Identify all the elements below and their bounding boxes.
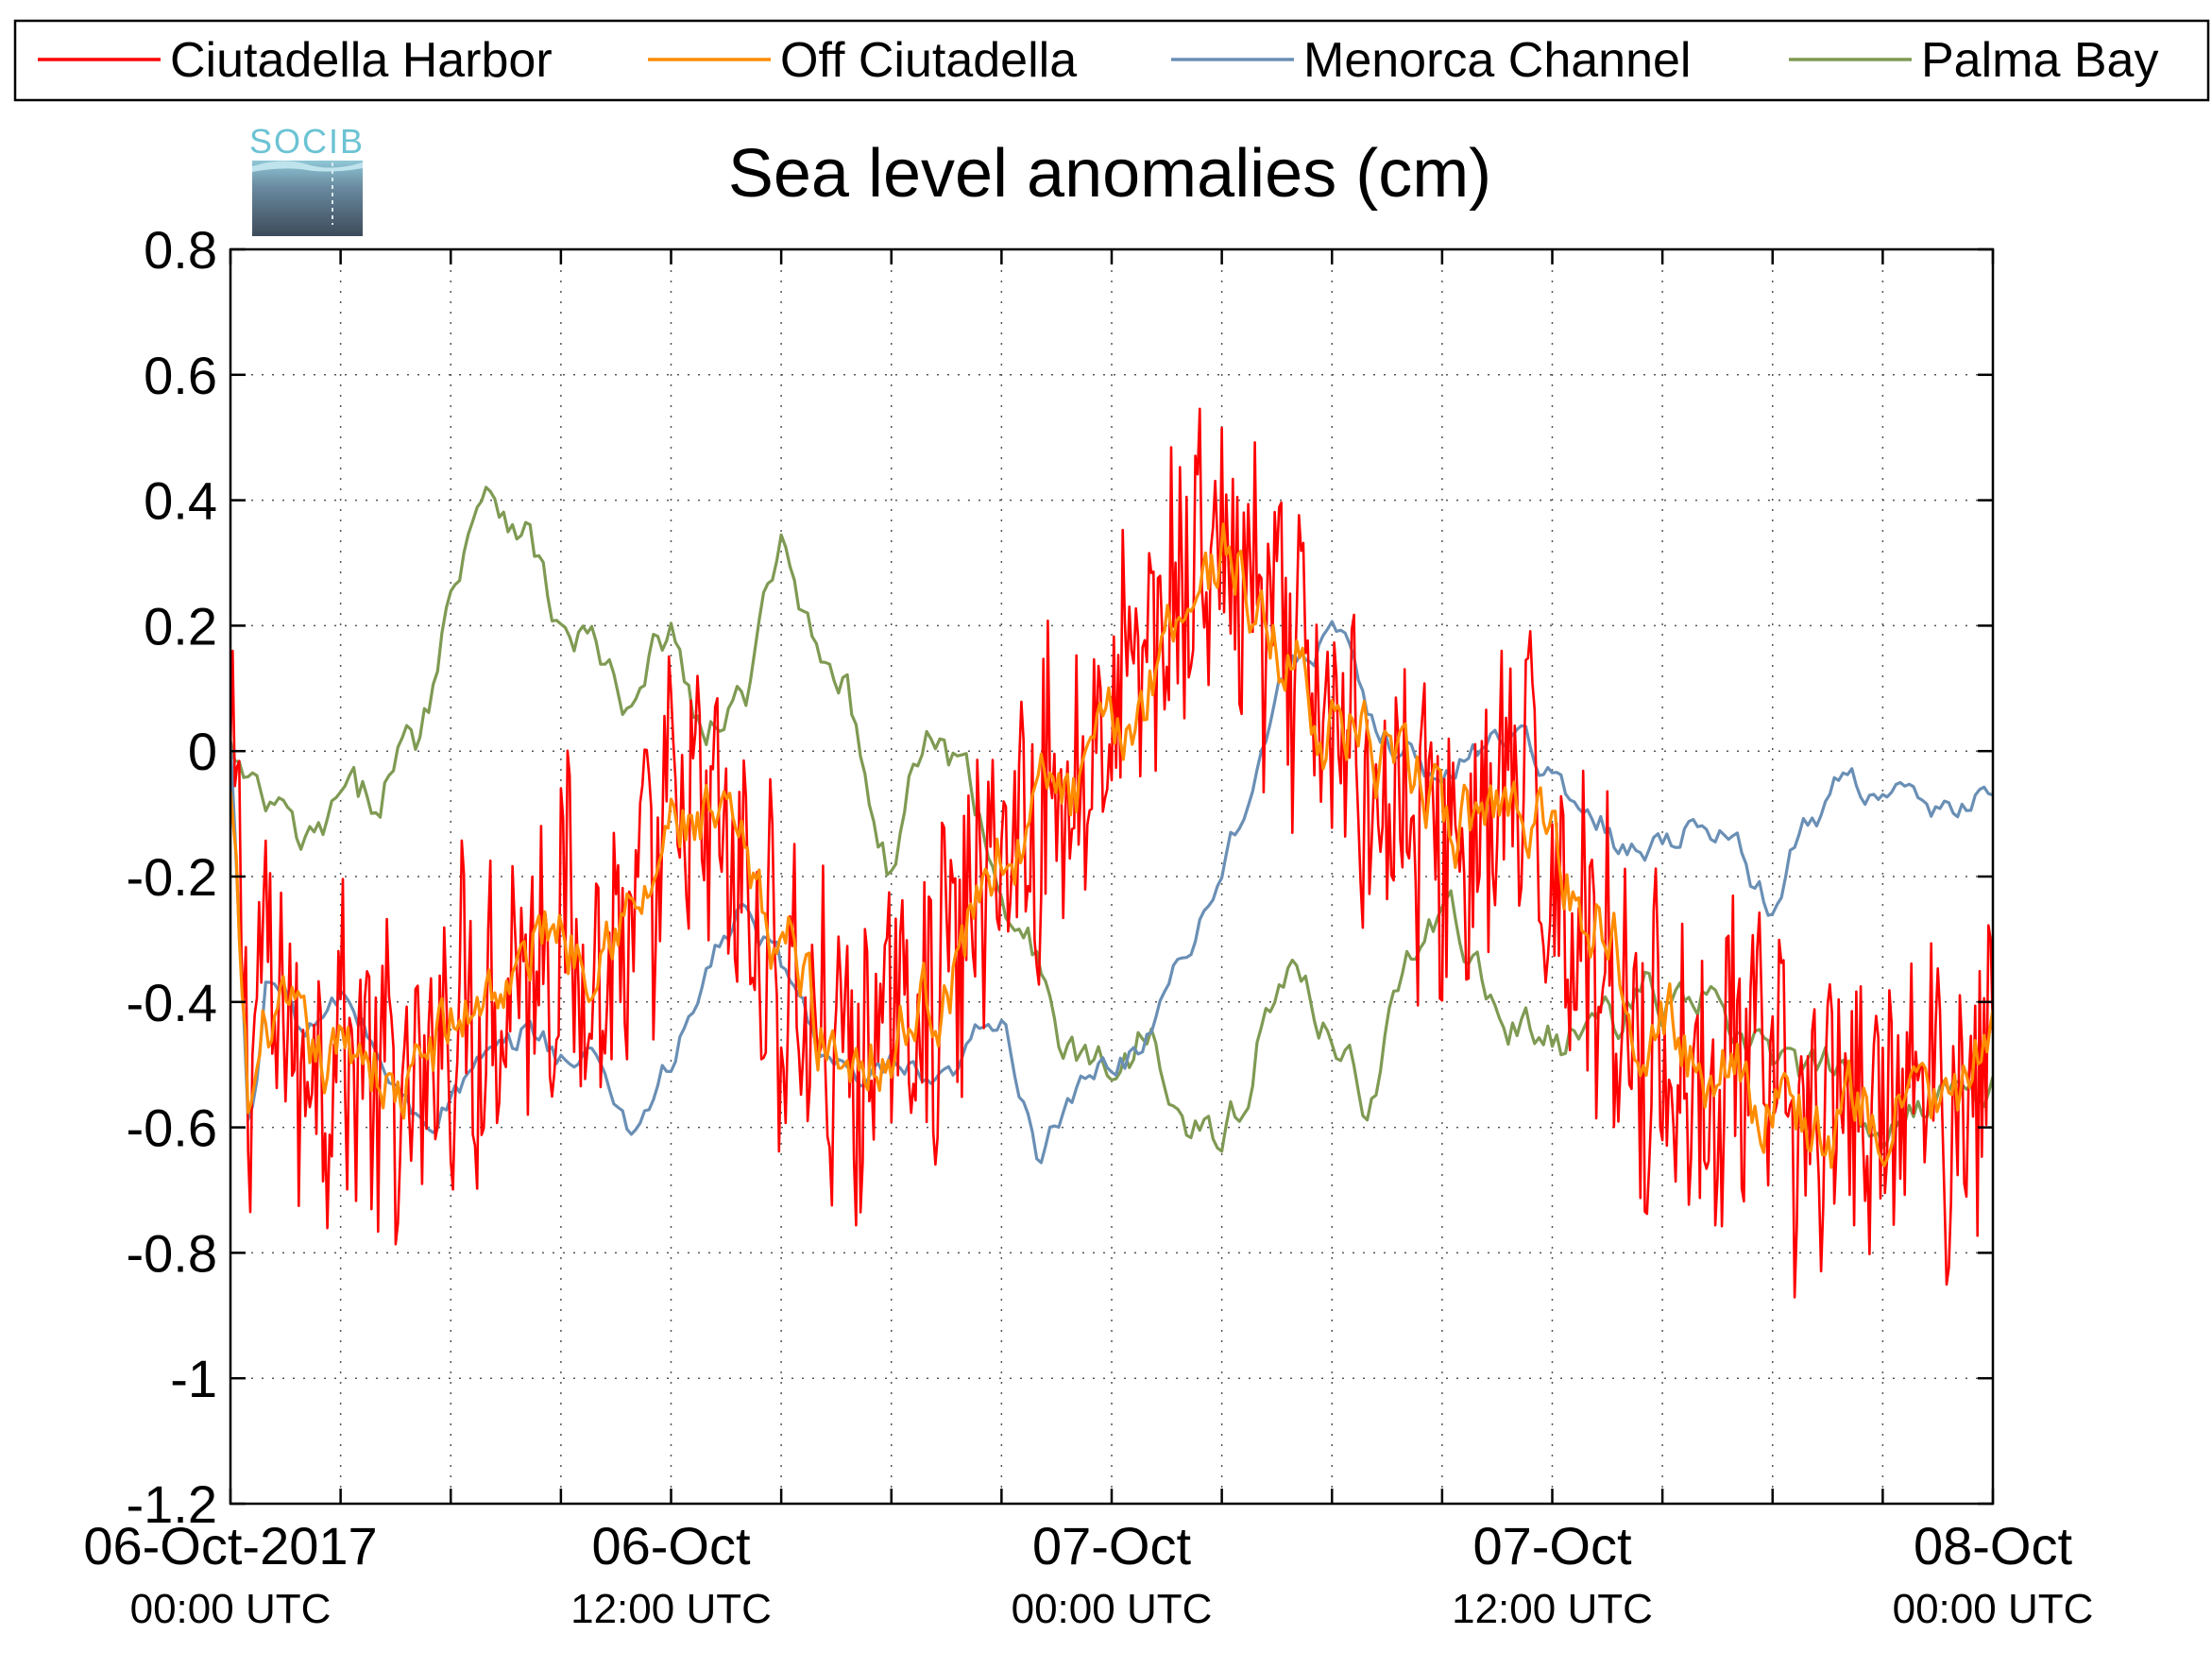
series-line-palma-bay bbox=[230, 485, 1993, 1153]
chart-title: Sea level anomalies (cm) bbox=[728, 136, 1491, 212]
legend-label: Ciutadella Harbor bbox=[170, 33, 553, 88]
x-tick-label-time: 00:00 UTC bbox=[130, 1586, 332, 1632]
y-tick-label: -0.8 bbox=[127, 1223, 218, 1283]
x-tick-label-date: 07-Oct bbox=[1032, 1516, 1191, 1575]
x-tick-label-time: 00:00 UTC bbox=[1012, 1586, 1213, 1632]
legend-item-palma-bay: Palma Bay bbox=[1789, 33, 2158, 88]
series-group bbox=[230, 407, 1993, 1299]
x-tick-label-time: 00:00 UTC bbox=[1893, 1586, 2094, 1632]
y-tick-label: -1 bbox=[170, 1349, 217, 1408]
x-tick-label-date: 06-Oct bbox=[591, 1516, 750, 1575]
series-line-off-ciutadella bbox=[230, 522, 1993, 1169]
y-axis-labels: 0.8 0.6 0.4 0.2 0 -0.2 -0.4 -0.6 -0.8 -1 -1.2 bbox=[127, 220, 218, 1534]
y-tick-label: 0.6 bbox=[144, 346, 217, 405]
x-tick-label-time: 12:00 UTC bbox=[1452, 1586, 1653, 1632]
y-tick-label: -1.2 bbox=[127, 1474, 218, 1534]
x-tick-label-date: 08-Oct bbox=[1914, 1516, 2072, 1575]
legend-label: Palma Bay bbox=[1921, 33, 2158, 88]
x-axis-labels: 06-Oct-2017 00:00 UTC 06-Oct 12:00 UTC 07-Oc… bbox=[83, 1516, 2093, 1632]
y-tick-label: -0.6 bbox=[127, 1098, 218, 1158]
y-tick-label: 0.2 bbox=[144, 596, 217, 656]
x-tick-label-time: 12:00 UTC bbox=[570, 1586, 772, 1632]
legend-item-menorca-channel: Menorca Channel bbox=[1171, 33, 1691, 88]
logo-text: SOCIB bbox=[249, 122, 365, 161]
series-line-menorca-channel bbox=[230, 620, 1993, 1165]
socib-logo: SOCIB bbox=[249, 122, 365, 236]
x-tick-label-date: 07-Oct bbox=[1472, 1516, 1631, 1575]
legend-label: Menorca Channel bbox=[1303, 33, 1691, 88]
legend-item-ciutadella-harbor: Ciutadella Harbor bbox=[38, 33, 553, 88]
legend-label: Off Ciutadella bbox=[780, 33, 1077, 88]
y-tick-label: 0.4 bbox=[144, 471, 217, 531]
legend: Ciutadella Harbor Off Ciutadella Menorca C… bbox=[13, 19, 2210, 102]
y-tick-label: 0.8 bbox=[144, 220, 217, 280]
x-tick-label-date: 06-Oct-2017 bbox=[83, 1516, 377, 1575]
y-tick-label: 0 bbox=[188, 722, 217, 781]
y-tick-label: -0.2 bbox=[127, 847, 218, 907]
ticks bbox=[229, 247, 1995, 1506]
y-tick-label: -0.4 bbox=[127, 973, 218, 1032]
legend-item-off-ciutadella: Off Ciutadella bbox=[648, 33, 1077, 88]
